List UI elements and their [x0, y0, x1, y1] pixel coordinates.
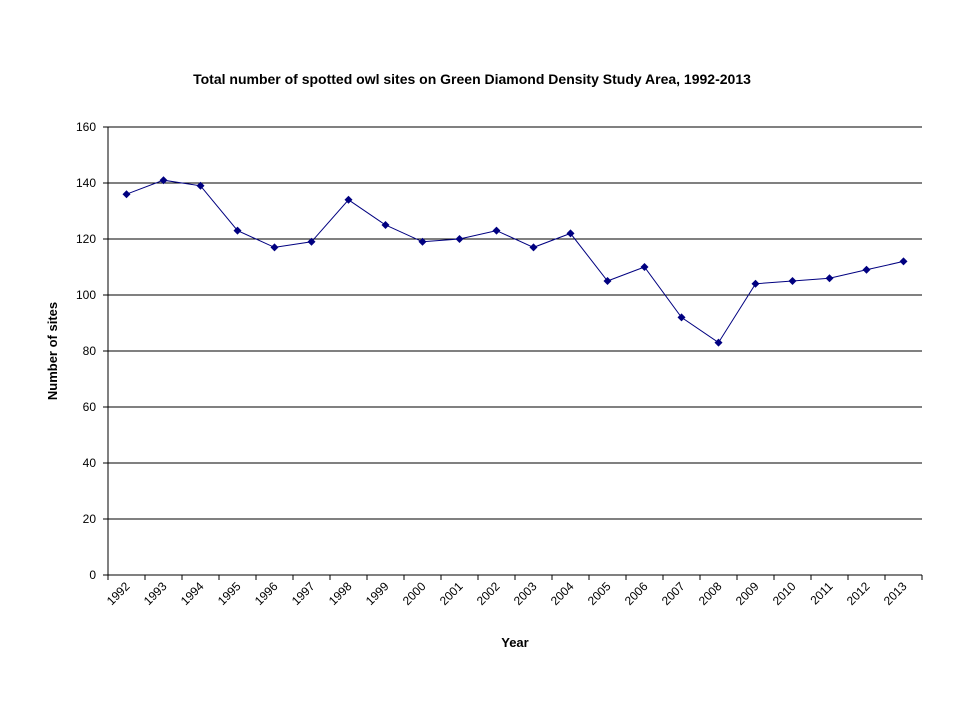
axes	[103, 126, 923, 580]
y-tick-label: 120	[76, 232, 96, 246]
x-tick-label: 1996	[252, 579, 281, 608]
y-tick-label: 0	[89, 568, 96, 582]
y-tick-label: 100	[76, 288, 96, 302]
data-point-1993	[159, 176, 168, 185]
x-tick-label: 2009	[733, 579, 762, 608]
x-tick-label: 2011	[807, 579, 835, 607]
data-point-1992	[122, 190, 131, 199]
x-tick-label: 2000	[400, 579, 429, 608]
x-tick-label: 1998	[326, 579, 355, 608]
x-tick-label: 2003	[511, 579, 540, 608]
x-tick-label: 1994	[178, 579, 207, 608]
x-tick-label: 1992	[104, 579, 133, 608]
y-tick-labels: 0 20 40 60 80 100 120 140 160	[76, 120, 96, 582]
x-tick-label: 2005	[585, 579, 614, 608]
data-point-1999	[381, 221, 390, 229]
series	[122, 176, 908, 347]
data-point-2011	[825, 274, 834, 283]
x-tick-label: 1999	[363, 579, 392, 608]
x-tick-label: 2006	[622, 579, 651, 608]
y-tick-label: 160	[76, 120, 96, 134]
data-point-2001	[455, 235, 464, 243]
x-tick-label: 2007	[659, 579, 688, 608]
data-point-2013	[899, 257, 908, 266]
data-point-2010	[788, 277, 797, 285]
data-point-2003	[529, 243, 538, 252]
y-tick-label: 60	[83, 400, 97, 414]
data-point-1998	[344, 195, 353, 204]
data-point-2008	[714, 338, 723, 347]
data-point-2004	[566, 229, 575, 238]
data-point-2005	[603, 277, 612, 285]
data-point-2009	[751, 279, 760, 288]
x-tick-label: 2010	[770, 579, 799, 608]
data-point-2000	[418, 237, 427, 246]
y-tick-label: 80	[83, 344, 97, 358]
x-tick-label: 2013	[881, 579, 910, 608]
x-tick-label: 2004	[548, 579, 577, 608]
x-tick-label: 2012	[844, 579, 873, 608]
x-tick-label: 1995	[215, 579, 244, 608]
x-tick-label: 1993	[141, 579, 170, 608]
y-tick-label: 40	[83, 456, 97, 470]
gridlines	[108, 126, 922, 520]
x-axis-title: Year	[501, 635, 528, 650]
data-point-2007	[677, 313, 686, 322]
data-point-1994	[196, 181, 205, 190]
data-point-1996	[270, 243, 279, 252]
x-tick-label: 2002	[474, 579, 503, 608]
data-point-2012	[862, 265, 871, 274]
chart-title: Total number of spotted owl sites on Gre…	[193, 71, 751, 87]
x-tick-label: 2001	[437, 579, 466, 608]
y-axis-title: Number of sites	[45, 302, 60, 400]
series-line	[126, 179, 904, 344]
y-tick-label: 20	[83, 512, 97, 526]
data-point-2002	[492, 226, 501, 235]
x-tick-label: 1997	[289, 579, 318, 608]
x-tick-label: 2008	[696, 579, 725, 608]
y-tick-label: 140	[76, 176, 96, 190]
x-tick-labels: 1992 1993 1994 1995 1996 1997 1998 1999 2000 2001…	[104, 579, 910, 608]
data-point-1997	[307, 237, 316, 246]
data-point-2006	[640, 263, 649, 271]
data-point-1995	[233, 226, 242, 235]
